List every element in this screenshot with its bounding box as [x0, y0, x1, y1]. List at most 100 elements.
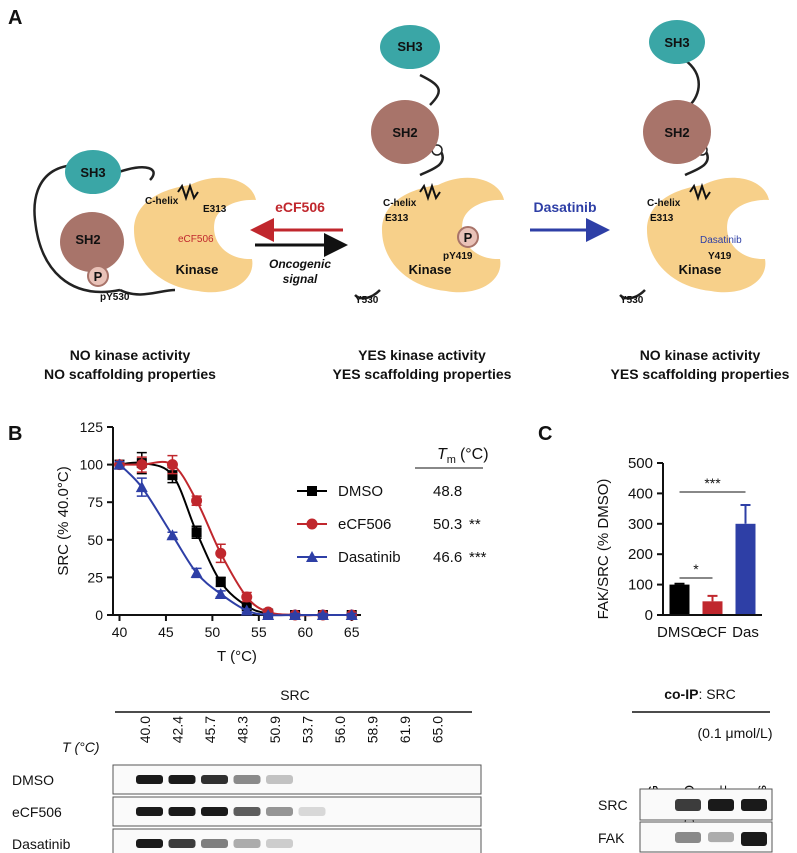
band	[136, 775, 163, 784]
marker	[241, 591, 253, 603]
marker	[135, 481, 148, 493]
concentration: (0.1 μmol/L)	[698, 725, 773, 741]
lane-label: 61.9	[397, 716, 413, 743]
marker	[215, 547, 227, 559]
label: Kinase	[679, 262, 722, 277]
marker	[289, 609, 302, 620]
band	[298, 807, 326, 816]
significance: ***	[469, 549, 487, 566]
caption: YES scaffolding properties	[333, 366, 512, 382]
label: SH3	[664, 35, 689, 50]
label: C-helix	[145, 196, 179, 207]
row-label: DMSO	[12, 772, 54, 788]
label: P	[94, 269, 103, 284]
y-tick-label: 500	[628, 455, 653, 472]
lane-label: 45.7	[202, 716, 218, 743]
label: SH2	[75, 232, 100, 247]
panel-label: B	[8, 423, 22, 445]
y-tick-label: 25	[87, 569, 103, 585]
sh2-domain	[60, 212, 124, 272]
bar	[669, 584, 690, 615]
marker	[215, 576, 226, 587]
marker	[306, 551, 318, 562]
lane-label: 50.9	[267, 716, 283, 743]
y-axis-label: FAK/SRC (% DMSO)	[595, 479, 612, 620]
legend-label: Dasatinib	[338, 549, 401, 566]
label: SH3	[80, 165, 105, 180]
marker	[316, 609, 329, 620]
y-tick-label: 200	[628, 546, 653, 563]
band	[233, 775, 261, 784]
band	[136, 807, 163, 816]
label: pY530	[100, 292, 130, 303]
band	[168, 807, 196, 816]
band	[266, 839, 293, 848]
x-tick-label: 60	[297, 624, 313, 640]
x-tick-label: 40	[112, 624, 128, 640]
lane-label: 58.9	[365, 716, 381, 743]
label: eCF506	[178, 234, 214, 245]
band	[266, 775, 293, 784]
x-tick-label: 55	[251, 624, 267, 640]
band	[136, 839, 163, 848]
linker	[619, 59, 709, 300]
label: E313	[203, 204, 227, 215]
tm-subscript: m	[447, 454, 456, 466]
label: Kinase	[176, 262, 219, 277]
sh3-domain	[380, 25, 440, 69]
caption: YES kinase activity	[358, 347, 486, 363]
coip-title: co-IP: SRC	[664, 686, 736, 702]
marker	[345, 609, 358, 620]
band	[201, 775, 228, 784]
caption: NO kinase activity	[70, 347, 191, 363]
band	[741, 799, 767, 811]
y-axis-label: SRC (% 40.0°C)	[55, 466, 72, 575]
tm-symbol: T	[437, 446, 448, 463]
error-bar	[740, 503, 751, 524]
y-tick-label: 100	[628, 577, 653, 594]
lane-label: 42.4	[170, 716, 186, 743]
y-tick-label: 50	[87, 532, 103, 548]
x-axis-label: T (°C)	[217, 648, 257, 665]
significance: **	[469, 516, 481, 533]
band	[708, 799, 734, 811]
sh3-domain	[65, 150, 121, 194]
significance: ***	[704, 475, 721, 491]
x-tick-label: Das	[732, 624, 759, 641]
label: P	[464, 230, 473, 245]
marker	[214, 587, 227, 599]
y-tick-label: 400	[628, 485, 653, 502]
y-tick-label: 300	[628, 516, 653, 533]
x-tick-label: 50	[205, 624, 221, 640]
band	[675, 799, 701, 811]
y-tick-label: 100	[80, 457, 104, 473]
sh2-domain	[371, 100, 439, 164]
label: SH3	[397, 39, 422, 54]
band	[708, 832, 734, 843]
coip-title-bold: co-IP	[664, 686, 698, 702]
row-label: FAK	[598, 830, 625, 846]
band	[168, 775, 196, 784]
tm-unit: (°C)	[460, 446, 489, 463]
marker	[167, 470, 178, 481]
y-tick-label: 75	[87, 494, 103, 510]
band	[675, 832, 701, 843]
x-tick-label: eCF	[698, 624, 726, 641]
marker	[136, 459, 148, 471]
marker	[166, 459, 178, 471]
bar	[735, 523, 756, 615]
phospho	[457, 226, 479, 248]
arrow-label: signal	[283, 272, 318, 286]
fit-curve	[119, 460, 352, 617]
lane-label: 40.0	[137, 716, 153, 743]
panel-label: C	[538, 423, 552, 445]
caption: NO kinase activity	[640, 347, 761, 363]
significance: *	[693, 561, 699, 577]
row-label: Dasatinib	[12, 836, 71, 852]
caption: NO scaffolding properties	[44, 366, 216, 382]
blot-frame	[112, 828, 482, 853]
sh2-domain	[643, 100, 711, 164]
chart: 0 25 50 75 100 125 40 45 50 55 60 65 T (°C) SRC (% 40…	[55, 419, 489, 665]
